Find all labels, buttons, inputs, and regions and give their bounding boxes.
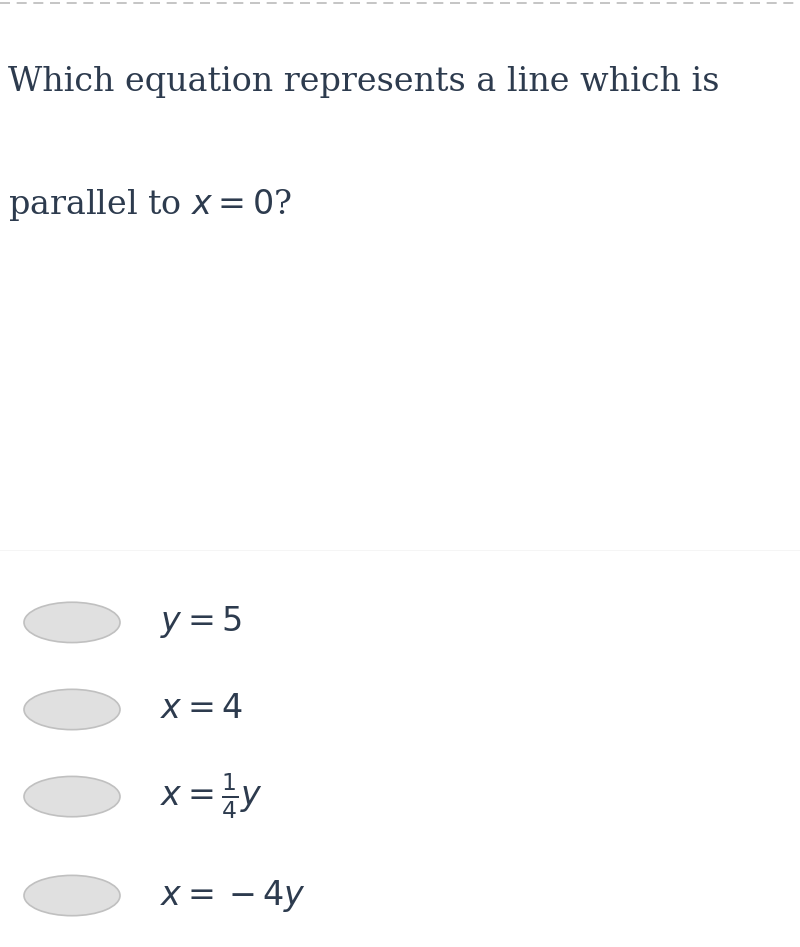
Text: $x = 4$: $x = 4$ xyxy=(160,693,243,725)
Text: $y = 5$: $y = 5$ xyxy=(160,604,242,640)
Text: Which equation represents a line which is: Which equation represents a line which i… xyxy=(8,66,719,98)
Text: parallel to $x = 0$?: parallel to $x = 0$? xyxy=(8,188,292,223)
Ellipse shape xyxy=(24,602,120,643)
Ellipse shape xyxy=(24,689,120,729)
Ellipse shape xyxy=(24,875,120,916)
Text: $x = \frac{1}{4}y$: $x = \frac{1}{4}y$ xyxy=(160,772,262,821)
Text: $x = -4y$: $x = -4y$ xyxy=(160,878,306,914)
Ellipse shape xyxy=(24,777,120,816)
